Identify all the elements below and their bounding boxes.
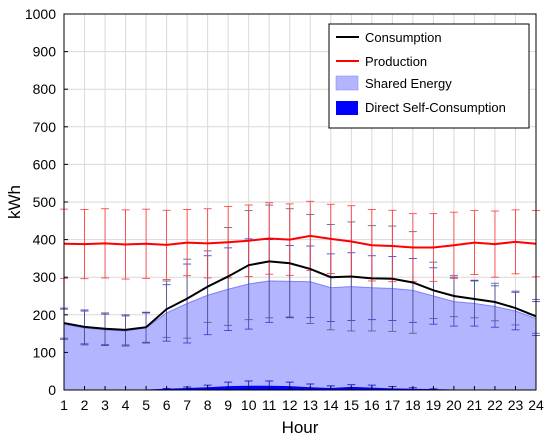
legend-label-consumption: Consumption [365,30,442,45]
x-tick-label: 9 [224,397,232,413]
y-tick-label: 900 [33,44,57,60]
y-tick-label: 700 [33,119,57,135]
x-tick-label: 11 [262,397,277,413]
x-tick-label: 19 [426,397,442,413]
y-tick-label: 400 [33,232,57,248]
area-shared-energy [64,280,536,390]
line-layer [63,234,537,331]
y-tick-label: 500 [33,194,57,210]
x-tick-label: 20 [446,397,462,413]
y-tick-label: 100 [33,344,57,360]
x-tick-label: 24 [528,397,544,413]
y-tick-label: 200 [33,307,57,323]
x-tick-label: 4 [122,397,130,413]
x-tick-label: 15 [344,397,360,413]
x-tick-label: 10 [241,397,257,413]
y-tick-label: 1000 [25,6,56,22]
legend-label-shared-energy: Shared Energy [365,76,452,91]
legend-box [328,23,530,129]
x-tick-label: 22 [487,397,503,413]
y-tick-label: 600 [33,156,57,172]
x-tick-label: 16 [364,397,380,413]
x-tick-label: 2 [81,397,89,413]
y-axis-label: kWh [5,185,24,219]
line-production [63,234,537,249]
x-tick-label: 6 [163,397,171,413]
legend: Consumption Production Shared Energy Dir… [328,23,530,129]
x-tick-label: 1 [60,397,68,413]
x-tick-label: 14 [323,397,339,413]
x-tick-label: 21 [467,397,483,413]
x-tick-label: 13 [302,397,318,413]
line-consumption [63,260,537,331]
legend-swatch-shared-energy [335,75,359,91]
x-tick-label: 18 [405,397,421,413]
legend-swatch-direct-self-consumption [336,101,358,115]
x-tick-label: 23 [508,397,524,413]
x-axis-label: Hour [282,418,319,437]
x-tick-label: 5 [142,397,150,413]
y-tick-label: 300 [33,269,57,285]
x-tick-label: 3 [101,397,109,413]
x-tick-label: 8 [204,397,212,413]
x-tick-label: 7 [183,397,191,413]
legend-label-direct-self-consumption: Direct Self-Consumption [365,100,506,115]
y-tick-label: 0 [48,382,56,398]
x-tick-label: 17 [385,397,401,413]
x-tick-label: 12 [282,397,298,413]
legend-label-production: Production [365,54,427,69]
y-tick-label: 800 [33,81,57,97]
